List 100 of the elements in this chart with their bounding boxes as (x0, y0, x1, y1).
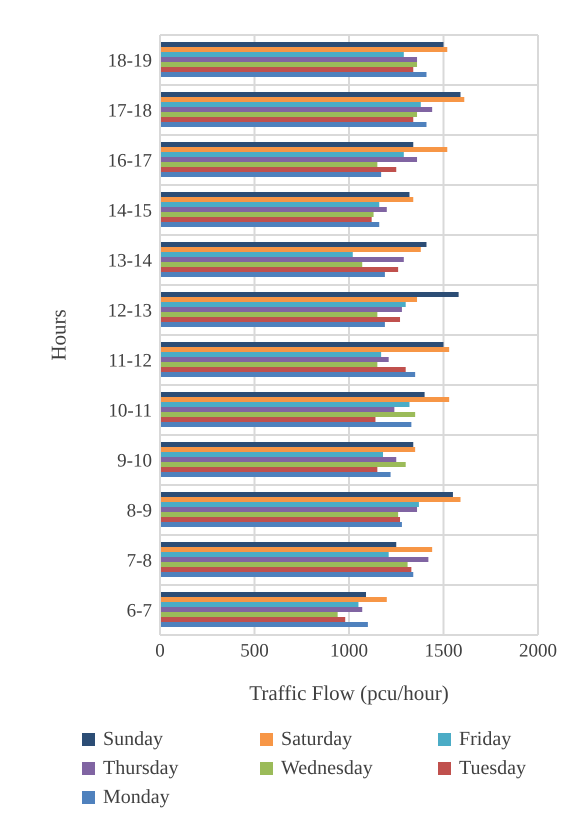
bar (160, 67, 414, 72)
bar (160, 522, 402, 527)
bar (160, 197, 414, 202)
y-tick-label: 16-17 (108, 150, 152, 172)
bar (160, 412, 416, 417)
bar (160, 217, 372, 222)
bar (160, 172, 382, 177)
bar (160, 597, 387, 602)
bar (160, 542, 396, 547)
y-tick-label: 10-11 (108, 400, 152, 422)
bar (160, 112, 418, 117)
y-tick-label: 17-18 (108, 100, 152, 122)
bar (160, 422, 412, 427)
x-tick-label: 1500 (424, 640, 462, 662)
bar (160, 92, 461, 97)
bar (160, 267, 398, 272)
bar (160, 202, 380, 207)
bar (160, 602, 358, 607)
y-tick-label: 18-19 (108, 50, 152, 72)
x-tick-label: 500 (240, 640, 269, 662)
bar (160, 312, 378, 317)
x-axis-title: Traffic Flow (pcu/hour) (249, 681, 449, 705)
bar (160, 567, 412, 572)
bar (160, 417, 376, 422)
x-tick-label: 1000 (330, 640, 368, 662)
legend-label: Thursday (103, 757, 179, 780)
bar (160, 307, 402, 312)
bar (160, 122, 426, 127)
y-tick-label: 11-12 (108, 350, 152, 372)
y-tick-label: 7-8 (126, 550, 152, 572)
bar (160, 257, 404, 262)
bar (160, 442, 414, 447)
y-tick-label: 13-14 (108, 250, 152, 272)
legend-label: Wednesday (281, 757, 373, 780)
bar (160, 97, 464, 102)
bar (160, 502, 419, 507)
bar (160, 397, 450, 402)
bar (160, 192, 410, 197)
y-axis-title: Hours (46, 309, 70, 361)
bar (160, 507, 418, 512)
bar (160, 612, 338, 617)
bar (160, 572, 414, 577)
y-tick-label: 8-9 (126, 500, 152, 522)
bar (160, 452, 384, 457)
bar (160, 142, 414, 147)
legend-label: Tuesday (459, 757, 526, 780)
x-tick-label: 2000 (519, 640, 557, 662)
bar (160, 357, 389, 362)
bar (160, 592, 366, 597)
bar (160, 247, 421, 252)
bar (160, 407, 394, 412)
y-tick-label: 12-13 (108, 300, 152, 322)
bar (160, 402, 410, 407)
bar (160, 617, 346, 622)
bar (160, 317, 400, 322)
bar (160, 462, 406, 467)
bar (160, 512, 398, 517)
bar (160, 447, 416, 452)
bar (160, 372, 416, 377)
bar (160, 352, 382, 357)
bar (160, 347, 450, 352)
bar (160, 562, 408, 567)
bar (160, 162, 378, 167)
bar (160, 152, 404, 157)
bar (160, 622, 368, 627)
bar (160, 107, 432, 112)
bar (160, 457, 396, 462)
bar (160, 557, 428, 562)
bar (160, 242, 426, 247)
bar (160, 302, 406, 307)
bar (160, 322, 385, 327)
bar (160, 42, 444, 47)
bar (160, 497, 461, 502)
bar (160, 552, 389, 557)
bar (160, 392, 425, 397)
bar (160, 467, 378, 472)
legend-label: Saturday (281, 728, 352, 751)
bar (160, 167, 396, 172)
bar (160, 102, 421, 107)
bar (160, 117, 414, 122)
legend-label: Friday (459, 728, 512, 751)
bar (160, 547, 432, 552)
bar (160, 222, 380, 227)
x-tick-label: 0 (155, 640, 165, 662)
bar (160, 492, 453, 497)
bar (160, 342, 444, 347)
bar (160, 147, 448, 152)
bar (160, 472, 391, 477)
bar (160, 607, 362, 612)
bar (160, 57, 418, 62)
bar (160, 517, 400, 522)
legend-label: Monday (103, 786, 170, 809)
bar (160, 252, 353, 257)
bar (160, 367, 406, 372)
bar (160, 157, 418, 162)
bar (160, 212, 374, 217)
bar (160, 272, 385, 277)
y-tick-label: 14-15 (108, 200, 152, 222)
bar (160, 262, 362, 267)
y-tick-label: 9-10 (117, 450, 152, 472)
